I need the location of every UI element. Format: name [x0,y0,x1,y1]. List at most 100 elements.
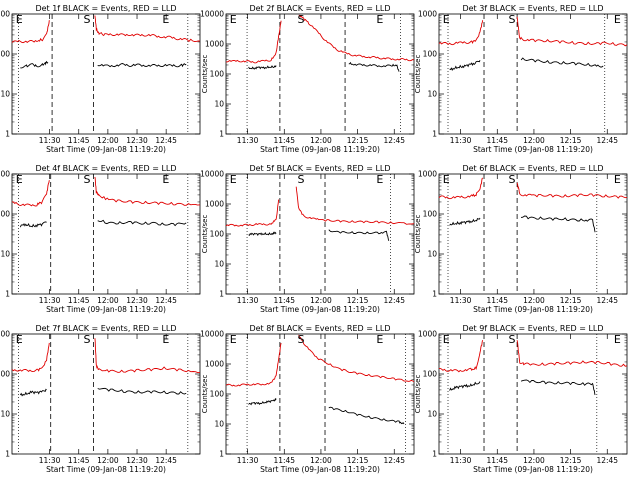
y-tick-label: 1 [432,290,437,299]
events-series-line [248,231,277,236]
events-series-line [328,229,390,241]
y-tick-label: 1000 [418,330,437,339]
y-tick-label: 1000 [418,10,437,19]
x-axis-label: Start Time (09-Jan-08 11:19:20) [260,145,380,154]
start-marker: S [509,333,516,346]
y-tick-label: 10 [214,260,224,269]
end-marker: E [376,173,383,186]
x-tick-label: 11:30 [39,296,61,305]
panel-title: Det 9f BLACK = Events, RED = LLD [462,324,603,333]
end-marker: E [614,13,621,26]
lld-series-line [516,340,628,367]
events-series-line [521,215,596,233]
panel-title: Det 7f BLACK = Events, RED = LLD [35,324,176,333]
panel-title: Det 5f BLACK = Events, RED = LLD [249,164,390,173]
x-tick-label: 11:30 [39,456,61,465]
end-marker: E [376,333,383,346]
lld-series-line [225,199,280,227]
y-tick-label: 100 [423,370,438,379]
events-series-line [449,60,481,72]
x-axis-label: Start Time (09-Jan-08 11:19:20) [473,305,593,314]
y-axis-label: Counts/sec [201,215,209,254]
x-tick-label: 12:15 [347,456,369,465]
panel-title: Det 6f BLACK = Events, RED = LLD [462,164,603,173]
events-series-line [20,60,49,69]
x-tick-label: 12:15 [560,456,582,465]
axes-frame [225,13,415,135]
x-axis-label: Start Time (09-Jan-08 11:19:20) [473,145,593,154]
x-tick-label: 12:45 [596,456,618,465]
x-axis-label: Start Time (09-Jan-08 11:19:20) [46,145,166,154]
end-marker: E [16,333,23,346]
events-series-line [449,381,481,391]
x-tick-label: 11:30 [450,296,472,305]
panel-det-9f: Det 9f BLACK = Events, RED = LLD 1 10 100 10… [414,324,628,474]
end-marker: E [614,333,621,346]
x-tick-label: 12:45 [596,136,618,145]
axes-frame [438,13,628,135]
x-tick-label: 12:15 [560,136,582,145]
start-marker: S [83,13,90,26]
x-tick-label: 11:30 [450,456,472,465]
panel-det-1f: Det 1f BLACK = Events, RED = LLD 1 10 100 10… [0,4,201,154]
end-marker: E [16,13,23,26]
end-marker: E [443,333,450,346]
x-tick-label: 11:30 [39,136,61,145]
end-marker: E [162,13,169,26]
x-tick-label: 12:00 [523,136,545,145]
x-tick-label: 11:30 [450,136,472,145]
x-tick-label: 12:00 [523,456,545,465]
x-tick-label: 12:15 [560,296,582,305]
y-tick-label: 10000 [200,170,224,179]
events-series-line [19,221,47,228]
y-tick-label: 10 [427,410,437,419]
x-tick-label: 11:45 [68,456,90,465]
lld-series-line [226,20,282,64]
events-series-line [520,57,604,68]
end-marker: E [230,333,237,346]
panel-det-6f: Det 6f BLACK = Events, RED = LLD 1 10 100 10… [414,164,628,314]
x-tick-label: 11:45 [68,136,90,145]
x-tick-label: 12:45 [155,136,177,145]
x-tick-label: 12:00 [97,296,119,305]
y-tick-label: 10 [214,420,224,429]
end-marker: E [443,13,450,26]
x-tick-label: 12:45 [383,136,405,145]
lld-series-line [225,342,282,387]
y-axis-label: Counts/sec [414,55,422,94]
events-series-line [248,397,277,406]
lld-series-line [438,177,484,200]
axes-frame [11,13,201,135]
lld-series-line [11,20,50,44]
x-axis-label: Start Time (09-Jan-08 11:19:20) [46,465,166,474]
x-tick-label: 12:00 [97,136,119,145]
end-marker: E [16,173,23,186]
axes-frame [11,333,201,455]
x-axis-label: Start Time (09-Jan-08 11:19:20) [260,465,380,474]
axes-frame [225,333,415,455]
lld-series-line [94,338,201,374]
y-tick-label: 1000 [205,200,224,209]
x-tick-label: 12:30 [126,456,148,465]
y-tick-label: 100 [423,210,438,219]
events-series-line [19,388,47,397]
x-tick-label: 12:00 [523,296,545,305]
y-tick-label: 100 [210,230,225,239]
y-tick-label: 1000 [0,10,10,19]
x-tick-label: 11:30 [237,136,259,145]
events-series-line [449,217,481,226]
y-tick-label: 1 [5,450,10,459]
y-tick-label: 10000 [200,330,224,339]
panel-det-7f: Det 7f BLACK = Events, RED = LLD 1 10 100 10… [0,324,201,474]
end-marker: E [162,173,169,186]
panel-title: Det 3f BLACK = Events, RED = LLD [462,4,603,13]
x-axis-label: Start Time (09-Jan-08 11:19:20) [260,305,380,314]
x-tick-label: 11:45 [486,136,508,145]
end-marker: E [162,333,169,346]
y-tick-label: 10000 [200,10,224,19]
lld-series-line [516,182,628,199]
start-marker: S [83,173,90,186]
axes-frame [438,173,628,295]
y-tick-label: 10 [0,250,10,259]
y-tick-label: 1000 [0,170,10,179]
